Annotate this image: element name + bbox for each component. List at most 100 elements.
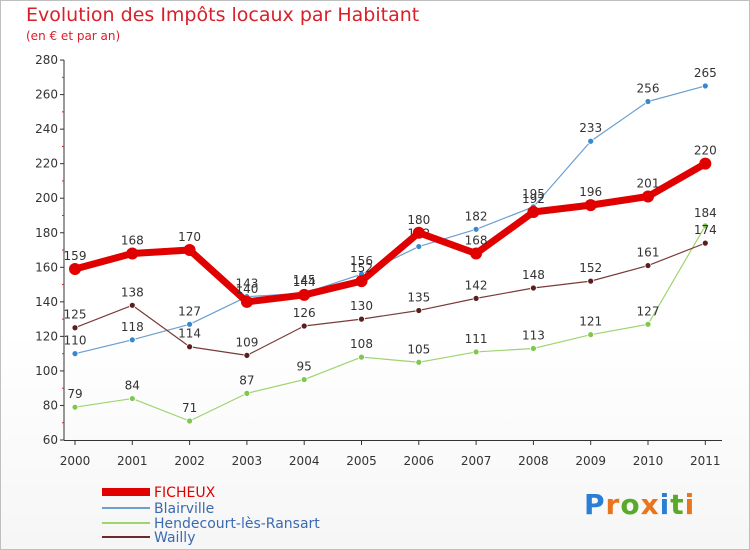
series-line [74, 242, 706, 356]
x-tick-label: 2002 [174, 454, 205, 468]
data-point [530, 284, 537, 292]
legend-label: Blairville [154, 501, 214, 517]
chart-subtitle: (en € et par an) [26, 29, 121, 43]
data-label: 152 [579, 261, 602, 275]
data-point [300, 322, 308, 330]
data-label: 233 [579, 121, 602, 135]
data-point [699, 157, 712, 170]
x-tick-label: 2008 [518, 454, 549, 468]
data-label: 145 [293, 273, 316, 287]
data-label: 121 [579, 315, 602, 329]
series-blairville: 110118127143145156172182195233256265 [64, 66, 717, 358]
data-point [470, 247, 483, 260]
series-line [71, 160, 709, 306]
data-label: 144 [293, 275, 316, 289]
data-label: 256 [637, 82, 660, 96]
data-point [587, 331, 595, 339]
legend: FICHEUXBlairvilleHendecourt-lès-RansartW… [102, 485, 320, 546]
data-point [71, 324, 79, 332]
data-label: 87 [239, 373, 254, 387]
data-label: 126 [293, 306, 316, 320]
series-hendecourt-l-s-ransart: 79 84 71 87 95 108 105 111 113 121 127 184 [67, 206, 717, 425]
data-label: 105 [407, 342, 430, 356]
data-label: 79 [67, 387, 82, 401]
data-label: 201 [637, 176, 660, 190]
data-point [355, 275, 368, 288]
legend-label: Hendecourt-lès-Ransart [154, 516, 320, 532]
data-point [587, 137, 595, 145]
data-point [71, 350, 79, 358]
data-point [126, 247, 139, 260]
data-point [472, 348, 480, 356]
legend-label: FICHEUX [154, 485, 216, 501]
data-label: 174 [694, 223, 717, 237]
data-label: 168 [465, 233, 488, 247]
logo-letter: t [670, 488, 685, 521]
data-point [530, 345, 537, 352]
x-tick-label: 2011 [690, 454, 721, 468]
data-label: 156 [350, 254, 373, 268]
data-point [587, 277, 595, 285]
data-label: 118 [121, 320, 144, 334]
data-label: 148 [522, 268, 545, 282]
data-label: 170 [178, 230, 201, 244]
data-point [527, 206, 540, 219]
y-tick-label: 240 [35, 122, 58, 136]
x-tick-label: 2001 [117, 454, 148, 468]
data-point [415, 307, 423, 314]
data-label: 84 [125, 379, 140, 393]
data-point [69, 263, 81, 276]
logo-letter: P [584, 488, 606, 521]
data-point [186, 320, 194, 328]
y-tick-label: 100 [35, 364, 58, 378]
data-label: 108 [350, 337, 373, 351]
data-point [243, 351, 251, 359]
data-label: 140 [235, 282, 258, 296]
logo-letter: x [640, 488, 660, 521]
data-label: 125 [64, 308, 87, 322]
data-label: 192 [522, 192, 545, 206]
series-ficheux: 159 168 170 140 144 152 180 168 192 196 201 220 [64, 144, 717, 308]
data-label: 138 [121, 285, 144, 299]
data-label: 168 [121, 233, 144, 247]
x-tick-label: 2000 [60, 454, 91, 468]
data-label: 182 [465, 209, 488, 223]
data-label: 110 [64, 334, 87, 348]
data-label: 196 [579, 185, 602, 199]
data-point [128, 301, 136, 309]
x-tick-label: 2004 [289, 454, 320, 468]
data-label: 184 [694, 206, 717, 220]
x-tick-label: 2005 [346, 454, 377, 468]
data-label: 152 [350, 261, 373, 275]
x-tick-label: 2009 [575, 454, 606, 468]
data-point [701, 82, 709, 90]
x-tick-label: 2003 [232, 454, 263, 468]
data-label: 142 [465, 278, 488, 292]
series-line [74, 85, 706, 355]
data-label: 161 [637, 246, 660, 260]
data-label: 130 [350, 299, 373, 313]
data-point [472, 225, 480, 233]
data-point [701, 239, 709, 247]
chart-title: Evolution des Impôts locaux par Habitant [26, 4, 420, 26]
data-label: 265 [694, 66, 717, 80]
data-label: 159 [64, 249, 87, 263]
data-point [642, 190, 654, 203]
x-tick-label: 2010 [633, 454, 664, 468]
data-point [186, 343, 194, 351]
data-point [243, 389, 251, 397]
data-label: 127 [637, 304, 660, 318]
data-label: 113 [522, 328, 545, 342]
data-label: 195 [522, 187, 545, 201]
data-label: 109 [235, 335, 258, 349]
data-label: 114 [178, 327, 201, 341]
y-tick-label: 60 [43, 433, 58, 447]
logo-letter: r [605, 488, 621, 521]
data-label: 127 [178, 304, 201, 318]
y-tick-label: 140 [35, 295, 58, 309]
data-point [415, 358, 423, 366]
data-point [358, 315, 365, 323]
data-point [644, 98, 652, 105]
data-point [415, 243, 423, 250]
logo-letter: i [659, 488, 671, 521]
